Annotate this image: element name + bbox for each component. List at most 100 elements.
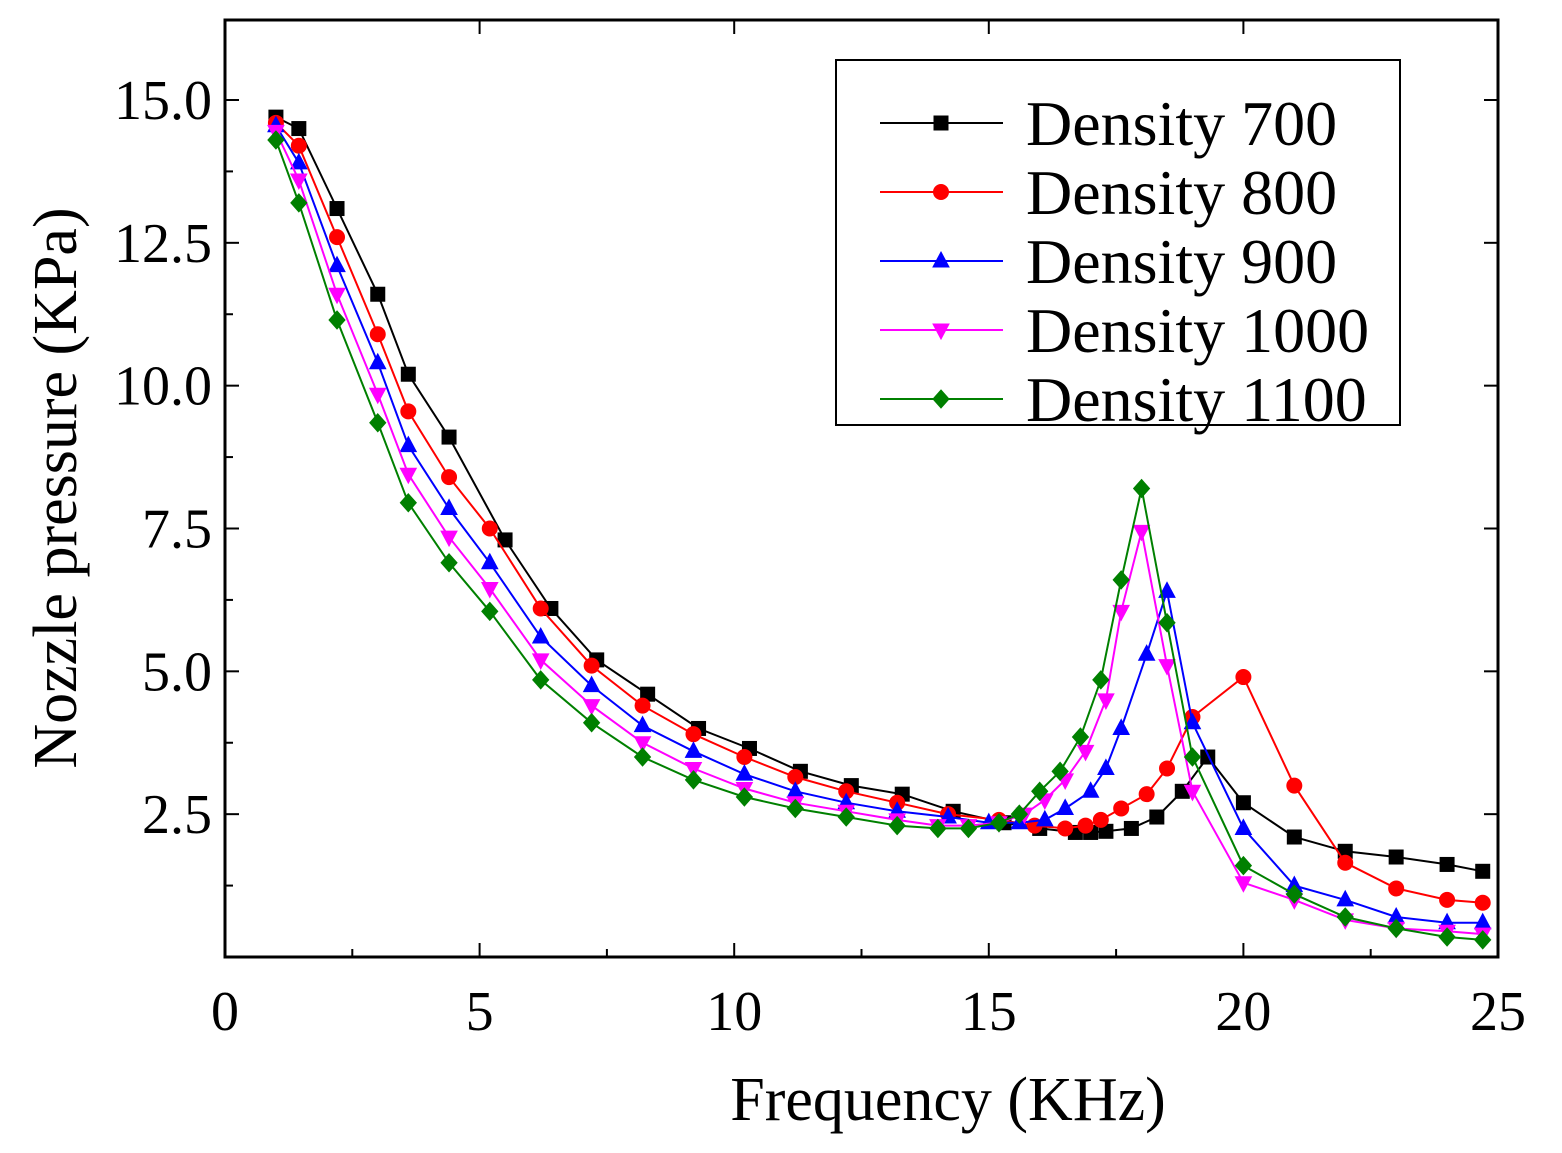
legend-label-1: Density 700 <box>1026 88 1337 159</box>
data-point-s4-22 <box>1097 693 1115 710</box>
data-point-s3-19 <box>1056 798 1075 815</box>
data-point-s3-21 <box>1097 758 1115 775</box>
data-point-s2-26 <box>1286 777 1303 794</box>
legend-label-4: Density 1000 <box>1026 295 1369 366</box>
data-point-s1-2 <box>329 201 345 217</box>
data-point-s2-28 <box>1388 880 1405 897</box>
data-point-s4-8 <box>582 699 601 716</box>
data-point-s5-8 <box>582 712 601 733</box>
data-point-s3-1 <box>290 152 308 170</box>
data-point-s5-3 <box>369 413 387 433</box>
data-point-s2-18 <box>1057 820 1074 837</box>
y-axis-title: Nozzle pressure (KPa) <box>22 207 90 768</box>
data-point-s2-2 <box>329 229 346 246</box>
data-point-s2-8 <box>583 657 600 674</box>
data-point-s3-11 <box>735 764 754 781</box>
data-point-s2-21 <box>1113 800 1130 817</box>
legend-marker-3 <box>932 250 950 268</box>
data-point-s5-25 <box>1158 613 1176 633</box>
data-point-s5-18 <box>1010 804 1029 824</box>
data-point-s5-27 <box>1234 855 1253 876</box>
data-point-s5-20 <box>1051 761 1069 782</box>
legend-marker-4 <box>932 323 950 341</box>
data-point-s5-16 <box>959 818 978 839</box>
legend-label-3: Density 900 <box>1026 226 1337 297</box>
data-point-s4-23 <box>1112 604 1131 622</box>
data-point-s2-6 <box>481 520 498 537</box>
data-point-s4-7 <box>531 653 550 670</box>
data-point-s3-20 <box>1081 781 1100 798</box>
data-point-s2-7 <box>532 600 549 617</box>
data-point-s4-2 <box>328 287 346 305</box>
data-point-s4-3 <box>368 387 387 405</box>
data-point-s5-4 <box>399 493 417 513</box>
data-point-s3-4 <box>399 435 418 453</box>
y-tick-label-2.5: 2.5 <box>142 784 212 846</box>
data-point-s1-30 <box>1475 863 1491 879</box>
data-point-s5-17 <box>990 812 1008 833</box>
data-point-s2-11 <box>736 749 753 766</box>
series-layer <box>267 109 1492 950</box>
data-point-s2-5 <box>441 469 458 486</box>
data-point-s1-1 <box>291 121 307 137</box>
data-point-s3-23 <box>1137 644 1156 661</box>
legend-entry-4: Density 1000 <box>880 295 1369 366</box>
data-point-s2-25 <box>1235 669 1252 686</box>
data-point-s4-24 <box>1132 524 1151 542</box>
y-tick-label-12.5: 12.5 <box>114 213 212 275</box>
data-point-s4-21 <box>1076 744 1095 762</box>
data-point-s1-28 <box>1388 849 1404 865</box>
data-point-s1-3 <box>370 286 386 302</box>
data-point-s4-27 <box>1234 876 1253 893</box>
legend-entry-1: Density 700 <box>880 88 1337 159</box>
data-point-s5-19 <box>1031 781 1049 802</box>
data-point-s5-24 <box>1132 478 1151 499</box>
x-tick-label-5: 5 <box>466 981 494 1043</box>
data-point-s4-1 <box>290 173 308 191</box>
legend-marker-2 <box>933 184 949 200</box>
legend-marker-5 <box>932 389 950 409</box>
legend-entry-3: Density 900 <box>880 226 1337 297</box>
data-point-s5-9 <box>633 747 652 767</box>
data-point-s5-12 <box>786 798 804 819</box>
series-5 <box>267 130 1492 950</box>
data-point-s1-26 <box>1286 829 1302 845</box>
data-point-s2-29 <box>1439 891 1456 908</box>
legend-entry-2: Density 800 <box>880 157 1337 228</box>
data-point-s1-24 <box>1200 749 1216 765</box>
data-point-s4-6 <box>480 581 499 599</box>
x-axis-title: Frequency (KHz) <box>730 1066 1166 1134</box>
data-point-s2-27 <box>1337 854 1354 871</box>
data-point-s3-18 <box>1035 809 1054 827</box>
data-point-s2-10 <box>685 726 702 743</box>
data-point-s3-5 <box>440 498 458 515</box>
data-point-s4-4 <box>399 467 418 485</box>
data-point-s3-26 <box>1234 818 1253 835</box>
y-tick-label-15: 15.0 <box>114 70 212 132</box>
y-tick-label-10: 10.0 <box>114 356 212 418</box>
x-tick-label-15: 15 <box>961 981 1017 1043</box>
data-point-s3-2 <box>328 255 346 273</box>
data-point-s4-25 <box>1158 659 1176 676</box>
data-point-s5-22 <box>1092 670 1110 690</box>
data-point-s5-5 <box>440 553 458 573</box>
legend-marker-1 <box>933 115 949 131</box>
legend-label-5: Density 1100 <box>1026 364 1367 435</box>
data-point-s5-10 <box>684 770 703 790</box>
data-point-s2-9 <box>634 697 651 714</box>
data-point-s1-22 <box>1149 809 1165 825</box>
data-point-s4-26 <box>1183 784 1202 802</box>
data-point-s3-8 <box>582 675 601 693</box>
x-tick-label-0: 0 <box>211 981 239 1043</box>
data-point-s5-21 <box>1071 727 1090 747</box>
data-point-s5-23 <box>1112 570 1130 590</box>
data-point-s5-11 <box>735 787 754 807</box>
data-point-s5-13 <box>837 807 855 827</box>
data-point-s5-32 <box>1474 930 1492 950</box>
x-tick-label-25: 25 <box>1470 981 1526 1043</box>
data-point-s3-7 <box>531 626 550 644</box>
data-point-s5-7 <box>532 670 550 690</box>
data-point-s3-22 <box>1112 718 1131 735</box>
